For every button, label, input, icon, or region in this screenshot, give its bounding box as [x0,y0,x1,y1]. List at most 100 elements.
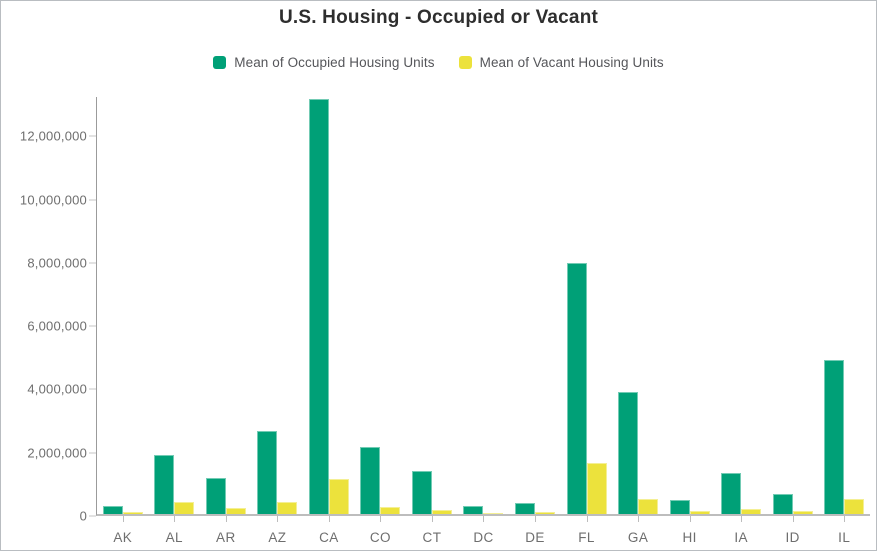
occupied-bar-al[interactable] [154,454,175,514]
vacant-bar-ar[interactable] [225,508,246,514]
y-axis-tick-label: 6,000,000 [27,318,87,334]
x-axis-tick-mark [689,516,691,522]
x-axis-tick-mark [844,516,846,522]
x-axis-tick-mark [586,516,588,522]
occupied-bar-ar[interactable] [205,477,226,514]
legend-item-vacant[interactable]: Mean of Vacant Housing Units [458,55,664,70]
bar-groups: AK AL AR AZ CA CO CT DC DE FL GA HI IA ID IL [97,97,870,545]
occupied-bar-ak[interactable] [102,505,123,514]
occupied-bar-de[interactable] [515,502,536,514]
x-axis-label-ct: CT [422,530,442,545]
x-axis-label-fl: FL [578,530,595,545]
x-axis-tick-mark [122,516,124,522]
x-axis-tick-mark [792,516,794,522]
bar-group-ct: CT [406,97,458,545]
x-axis-label-co: CO [369,530,391,545]
x-axis-tick-mark [174,516,176,522]
bar-group-hi: HI [664,97,716,545]
x-axis-label-hi: HI [682,530,697,545]
bar-group-il: IL [818,97,870,545]
vacant-bar-ia[interactable] [741,509,762,514]
vacant-bar-hi[interactable] [689,511,710,514]
vacant-bar-de[interactable] [535,512,556,514]
y-axis-tick-label: 4,000,000 [27,381,87,397]
x-axis-tick-mark [483,516,485,522]
vacant-bar-ak[interactable] [122,511,143,514]
y-axis-labels: 0 2,000,000 4,000,000 6,000,000 8,000,000 10,… [1,97,87,524]
y-axis-ticks [89,97,96,517]
vacant-bar-ct[interactable] [431,509,452,514]
occupied-bar-co[interactable] [360,447,381,514]
x-axis-tick-mark [535,516,537,522]
vacant-bar-dc[interactable] [483,513,504,514]
bar-group-fl: FL [561,97,613,545]
y-axis-tick-mark [89,325,96,327]
occupied-bar-dc[interactable] [463,505,484,514]
x-axis-label-ia: IA [734,530,748,545]
y-axis-tick-label: 10,000,000 [19,192,87,208]
occupied-bar-ia[interactable] [721,473,742,514]
vacant-bar-co[interactable] [380,506,401,514]
vacant-bar-il[interactable] [844,499,865,514]
occupied-series-swatch-icon [213,56,227,69]
bar-group-ga: GA [612,97,664,545]
vacant-bar-ca[interactable] [328,479,349,514]
y-axis-tick-mark [89,199,96,201]
y-axis-tick-label: 12,000,000 [19,128,87,144]
x-axis-label-de: DE [525,530,545,545]
x-axis-tick-mark [277,516,279,522]
x-axis-tick-mark [225,516,227,522]
y-axis-tick-label: 0 [79,508,87,524]
vacant-bar-ga[interactable] [638,498,659,514]
occupied-bar-ct[interactable] [411,470,432,514]
occupied-bar-ga[interactable] [618,392,639,514]
vacant-bar-id[interactable] [792,510,813,514]
y-axis-tick-label: 8,000,000 [27,255,87,271]
vacant-bar-fl[interactable] [586,462,607,514]
occupied-bar-fl[interactable] [566,263,587,514]
bar-group-co: CO [355,97,407,545]
x-axis-label-al: AL [165,530,183,545]
bar-group-al: AL [149,97,201,545]
x-axis-label-il: IL [838,530,851,545]
x-axis-label-id: ID [785,530,800,545]
y-axis-tick-mark [89,515,96,517]
x-axis-tick-mark [638,516,640,522]
occupied-bar-ca[interactable] [308,98,329,514]
chart-legend: Mean of Occupied Housing Units Mean of V… [1,55,876,70]
x-axis-tick-mark [741,516,743,522]
x-axis-label-ar: AR [216,530,236,545]
y-axis-tick-mark [89,262,96,264]
occupied-bar-az[interactable] [257,431,278,514]
legend-item-occupied[interactable]: Mean of Occupied Housing Units [213,55,434,70]
bar-group-ak: AK [97,97,149,545]
x-axis-label-ca: CA [319,530,339,545]
x-axis-tick-mark [328,516,330,522]
y-axis-tick-mark [89,452,96,454]
vacant-bar-az[interactable] [277,502,298,514]
legend-item-label: Mean of Vacant Housing Units [479,55,664,70]
vacant-bar-al[interactable] [174,502,195,514]
x-axis-label-ga: GA [627,530,649,545]
x-axis-label-dc: DC [473,530,494,545]
y-axis-tick-mark [89,135,96,137]
occupied-bar-hi[interactable] [669,499,690,514]
x-axis-label-az: AZ [268,530,287,545]
bar-group-id: ID [767,97,819,545]
y-axis-tick-label: 2,000,000 [27,445,87,461]
plot-area: AK AL AR AZ CA CO CT DC DE FL GA HI IA ID IL [96,97,870,545]
x-axis-label-ak: AK [113,530,133,545]
x-axis-tick-mark [431,516,433,522]
bar-group-az: AZ [252,97,304,545]
x-axis-tick-mark [380,516,382,522]
y-axis-tick-mark [89,388,96,390]
occupied-bar-id[interactable] [772,494,793,514]
bar-group-dc: DC [458,97,510,545]
occupied-bar-il[interactable] [824,360,845,514]
chart-title: U.S. Housing - Occupied or Vacant [278,7,599,28]
vacant-series-swatch-icon [458,56,472,69]
legend-item-label: Mean of Occupied Housing Units [234,55,435,70]
bar-group-ar: AR [200,97,252,545]
bar-group-ia: IA [715,97,767,545]
